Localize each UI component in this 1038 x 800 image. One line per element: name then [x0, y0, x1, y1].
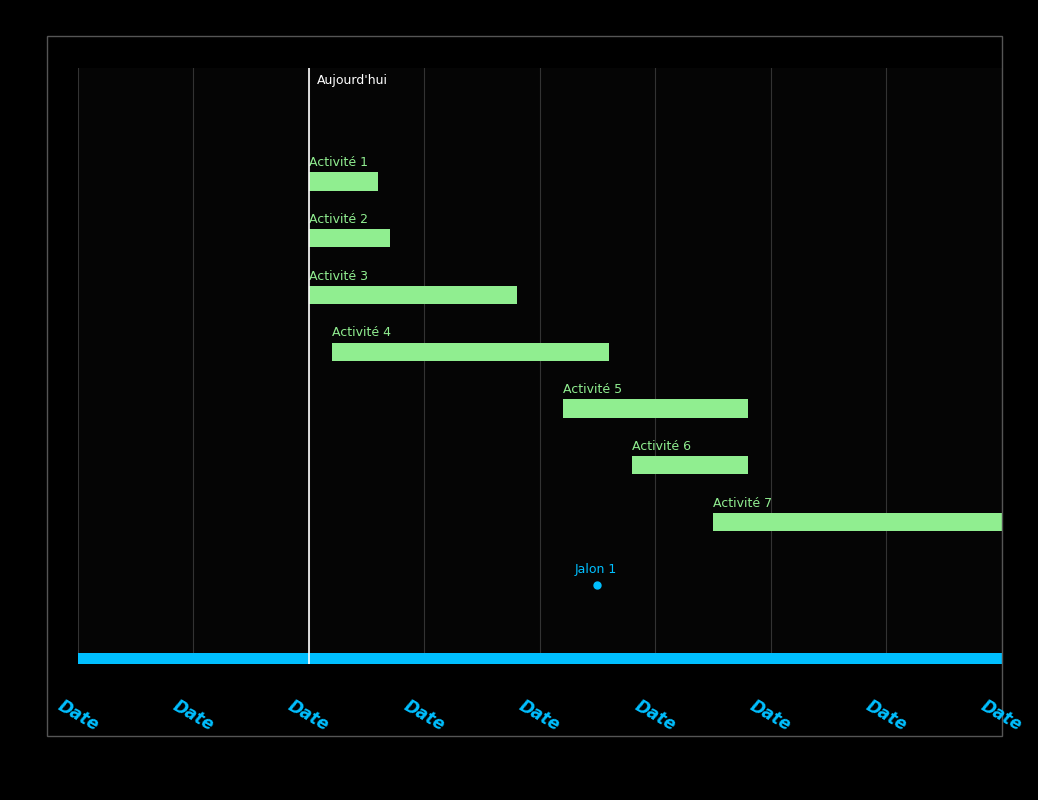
Bar [308, 173, 378, 190]
Text: Activité 5: Activité 5 [563, 383, 622, 396]
Text: Date: Date [863, 697, 910, 735]
Text: Activité 7: Activité 7 [713, 497, 772, 510]
Bar [308, 286, 517, 304]
Bar [47, 36, 1002, 736]
Text: Date: Date [516, 697, 564, 735]
Text: Date: Date [631, 697, 679, 735]
Text: Activité 4: Activité 4 [332, 326, 391, 339]
Text: Date: Date [54, 697, 102, 735]
Text: Aujourd'hui: Aujourd'hui [317, 74, 388, 86]
Bar [563, 399, 747, 418]
Text: Date: Date [169, 697, 217, 735]
Text: Date: Date [978, 697, 1026, 735]
Text: Jalon 1: Jalon 1 [574, 563, 617, 576]
Text: Date: Date [747, 697, 794, 735]
Text: Date: Date [401, 697, 448, 735]
Bar [713, 513, 1038, 531]
Bar [632, 456, 747, 474]
Bar [78, 654, 1002, 669]
Text: Activité 3: Activité 3 [308, 270, 367, 282]
Bar [332, 342, 609, 361]
Text: Activité 6: Activité 6 [632, 440, 691, 453]
Text: Date: Date [285, 697, 332, 735]
Text: Activité 2: Activité 2 [308, 213, 367, 226]
Text: Activité 1: Activité 1 [308, 156, 367, 169]
Bar [308, 230, 389, 247]
